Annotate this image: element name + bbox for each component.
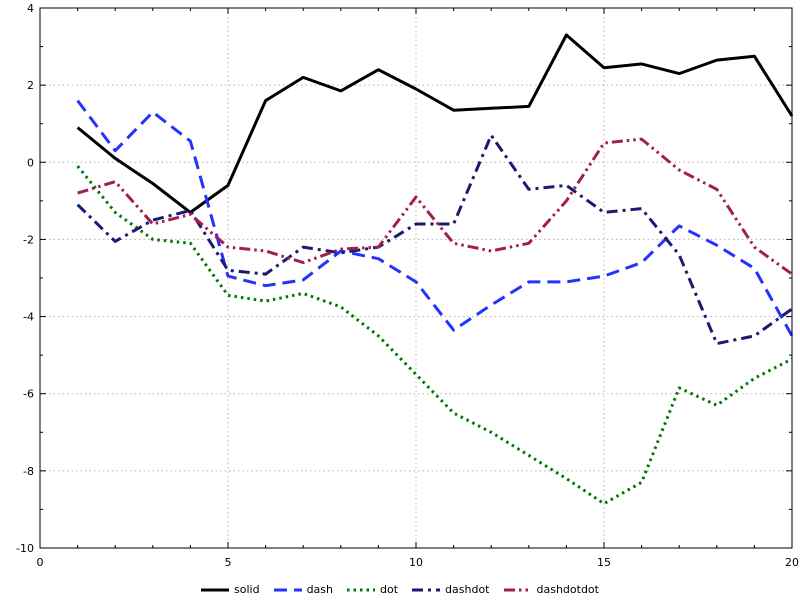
series-line-dash bbox=[76, 99, 794, 337]
y-tick-label: -2 bbox=[23, 233, 34, 246]
x-tick-label: 20 bbox=[785, 556, 799, 569]
x-tick-label: 15 bbox=[597, 556, 611, 569]
series-line-dashdotdot bbox=[77, 137, 793, 276]
series-line-solid bbox=[76, 33, 794, 214]
y-tick-label: -4 bbox=[23, 311, 34, 324]
chart-legend: solid dash dot dashdot dashdotdot bbox=[0, 583, 800, 596]
y-tick-label: 2 bbox=[27, 79, 34, 92]
legend-label-dot: dot bbox=[380, 583, 399, 596]
x-tick-label: 5 bbox=[225, 556, 232, 569]
legend-line-sample-dashdotdot bbox=[503, 588, 532, 591]
legend-line-sample-solid bbox=[201, 588, 230, 591]
legend-item-solid: solid bbox=[201, 583, 260, 596]
legend-item-dashdotdot: dashdotdot bbox=[503, 583, 599, 596]
legend-item-dash: dash bbox=[273, 583, 334, 596]
legend-line-sample-dot bbox=[347, 588, 376, 591]
legend-line-sample-dash bbox=[273, 588, 302, 591]
legend-line-sample-dashdot bbox=[412, 588, 441, 591]
y-tick-label: 0 bbox=[27, 156, 34, 169]
y-tick-label: -10 bbox=[16, 542, 34, 555]
x-tick-label: 10 bbox=[409, 556, 423, 569]
chart-canvas: 0 5 10 15 20 -10 -8 -6 -4 -2 0 2 4 bbox=[16, 2, 799, 569]
legend-label-dashdot: dashdot bbox=[445, 583, 490, 596]
legend-item-dot: dot bbox=[347, 583, 398, 596]
y-tick-label: -6 bbox=[23, 388, 34, 401]
legend-label-solid: solid bbox=[234, 583, 260, 596]
legend-label-dashdotdot: dashdotdot bbox=[536, 583, 599, 596]
y-tick-label: -8 bbox=[23, 465, 34, 478]
y-tick-label: 4 bbox=[27, 2, 34, 15]
legend-item-dashdot: dashdot bbox=[412, 583, 490, 596]
legend-label-dash: dash bbox=[306, 583, 334, 596]
x-tick-label: 0 bbox=[37, 556, 44, 569]
